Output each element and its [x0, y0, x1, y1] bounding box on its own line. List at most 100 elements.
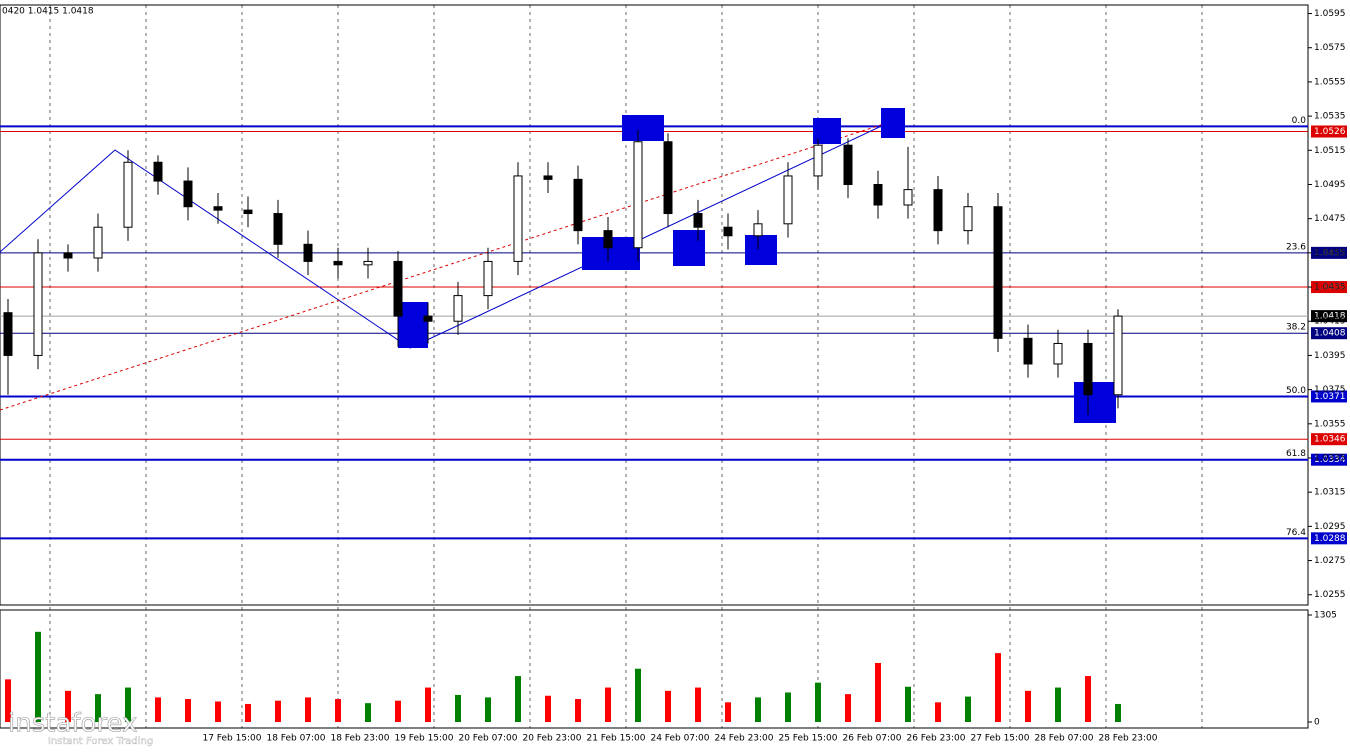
x-tick-label: 26 Feb 23:00 — [906, 734, 965, 744]
volume-panel — [0, 609, 1309, 729]
x-tick-label: 17 Feb 15:00 — [202, 734, 261, 744]
y-tick-label: 1.0355 — [1314, 419, 1346, 429]
candle-body — [963, 206, 973, 232]
volume-tick-label: 0 — [1314, 718, 1320, 728]
fib-label: 76.4 — [1286, 528, 1306, 538]
x-tick-label: 25 Feb 15:00 — [778, 734, 837, 744]
candle-body — [873, 183, 883, 206]
price-label-box — [1311, 433, 1347, 446]
x-tick-label: 18 Feb 07:00 — [266, 734, 325, 744]
candle-body — [3, 312, 13, 356]
price-label: 1.0455 — [1314, 248, 1346, 258]
highlight-box — [881, 108, 905, 138]
volume-bar — [845, 694, 851, 722]
y-tick-label: 1.0435 — [1314, 283, 1346, 293]
volume-bar — [485, 697, 491, 722]
candle-body — [1113, 315, 1123, 396]
y-tick-label: 1.0595 — [1314, 9, 1346, 19]
highlight-box — [398, 302, 428, 348]
x-tick-label: 21 Feb 15:00 — [586, 734, 645, 744]
x-tick-label: 28 Feb 23:00 — [1098, 734, 1157, 744]
fib-label: 23.6 — [1286, 242, 1306, 252]
highlight-box — [1074, 382, 1116, 423]
candle-body — [633, 141, 643, 249]
candle-body — [1023, 337, 1033, 365]
highlight-box — [745, 235, 777, 265]
candle-body — [723, 226, 733, 237]
candle-body — [393, 260, 403, 317]
price-label-box — [1311, 532, 1347, 545]
volume-bar — [395, 700, 401, 722]
x-tick-label: 24 Feb 23:00 — [714, 734, 773, 744]
price-panel — [0, 4, 1309, 606]
y-tick-label: 1.0555 — [1314, 77, 1346, 87]
volume-tick-label: 1305 — [1314, 611, 1337, 621]
y-tick-label: 1.0515 — [1314, 146, 1346, 156]
candle-body — [423, 315, 433, 322]
volume-bar — [335, 699, 341, 722]
watermark-sub: Instant Forex Trading — [48, 736, 153, 747]
candle-body — [663, 141, 673, 215]
fib-label: 50.0 — [1286, 386, 1306, 396]
highlight-box — [622, 115, 664, 141]
volume-bar — [875, 662, 881, 722]
volume-bar — [185, 699, 191, 722]
trend-line-dashed — [0, 121, 891, 411]
grid — [49, 5, 1203, 728]
highlight-box — [673, 230, 705, 266]
volume-bar — [995, 653, 1001, 722]
volume-bar — [35, 631, 41, 722]
price-label-box — [1311, 310, 1347, 323]
volume-bar — [1025, 690, 1031, 722]
candle-body — [603, 230, 613, 249]
volume-bar — [1085, 676, 1091, 722]
x-tick-label: 26 Feb 07:00 — [842, 734, 901, 744]
volume-bar — [935, 702, 941, 722]
trend-line — [0, 121, 891, 349]
fib-label: 61.8 — [1286, 449, 1306, 459]
price-label-box — [1311, 327, 1347, 340]
candle-body — [243, 209, 253, 215]
header-info: 0420 1.0415 1.0418 — [2, 7, 94, 17]
volume-bar — [215, 701, 221, 722]
candle-body — [513, 175, 523, 262]
y-tick-label: 1.0395 — [1314, 351, 1346, 361]
candle-body — [453, 295, 463, 322]
volume-bar — [755, 697, 761, 722]
candle-body — [33, 252, 43, 356]
volume-bar — [515, 676, 521, 722]
candle-body — [213, 206, 223, 211]
volume-bar — [815, 682, 821, 722]
volume-bar — [425, 687, 431, 722]
price-label: 1.0371 — [1314, 392, 1346, 402]
y-tick-label: 1.0275 — [1314, 556, 1346, 566]
price-label: 1.0418 — [1314, 312, 1346, 322]
candle-body — [363, 260, 373, 266]
fib-label: 0.0 — [1292, 116, 1307, 126]
y-tick-label: 1.0455 — [1314, 248, 1346, 258]
candle-body — [93, 226, 103, 259]
candle-body — [693, 213, 703, 228]
volume-bar — [5, 679, 11, 722]
candle-body — [153, 161, 163, 182]
volume-bar — [695, 687, 701, 722]
volume-bar — [245, 703, 251, 722]
y-tick-label: 1.0315 — [1314, 488, 1346, 498]
candle-body — [993, 206, 1003, 339]
price-label: 1.0346 — [1314, 435, 1346, 445]
candle-body — [543, 175, 553, 180]
volume-bar — [545, 695, 551, 722]
volume-bar — [605, 687, 611, 722]
price-label: 1.0334 — [1314, 455, 1346, 465]
y-tick-label: 1.0335 — [1314, 453, 1346, 463]
candle-body — [1053, 342, 1063, 365]
volume-bar — [905, 686, 911, 722]
x-tick-label: 20 Feb 07:00 — [458, 734, 517, 744]
price-label: 1.0408 — [1314, 329, 1346, 339]
candle-body — [303, 243, 313, 262]
price-label-box — [1311, 125, 1347, 138]
volume-bar — [365, 703, 371, 722]
highlight-box — [813, 118, 841, 144]
volume-bar — [785, 692, 791, 722]
